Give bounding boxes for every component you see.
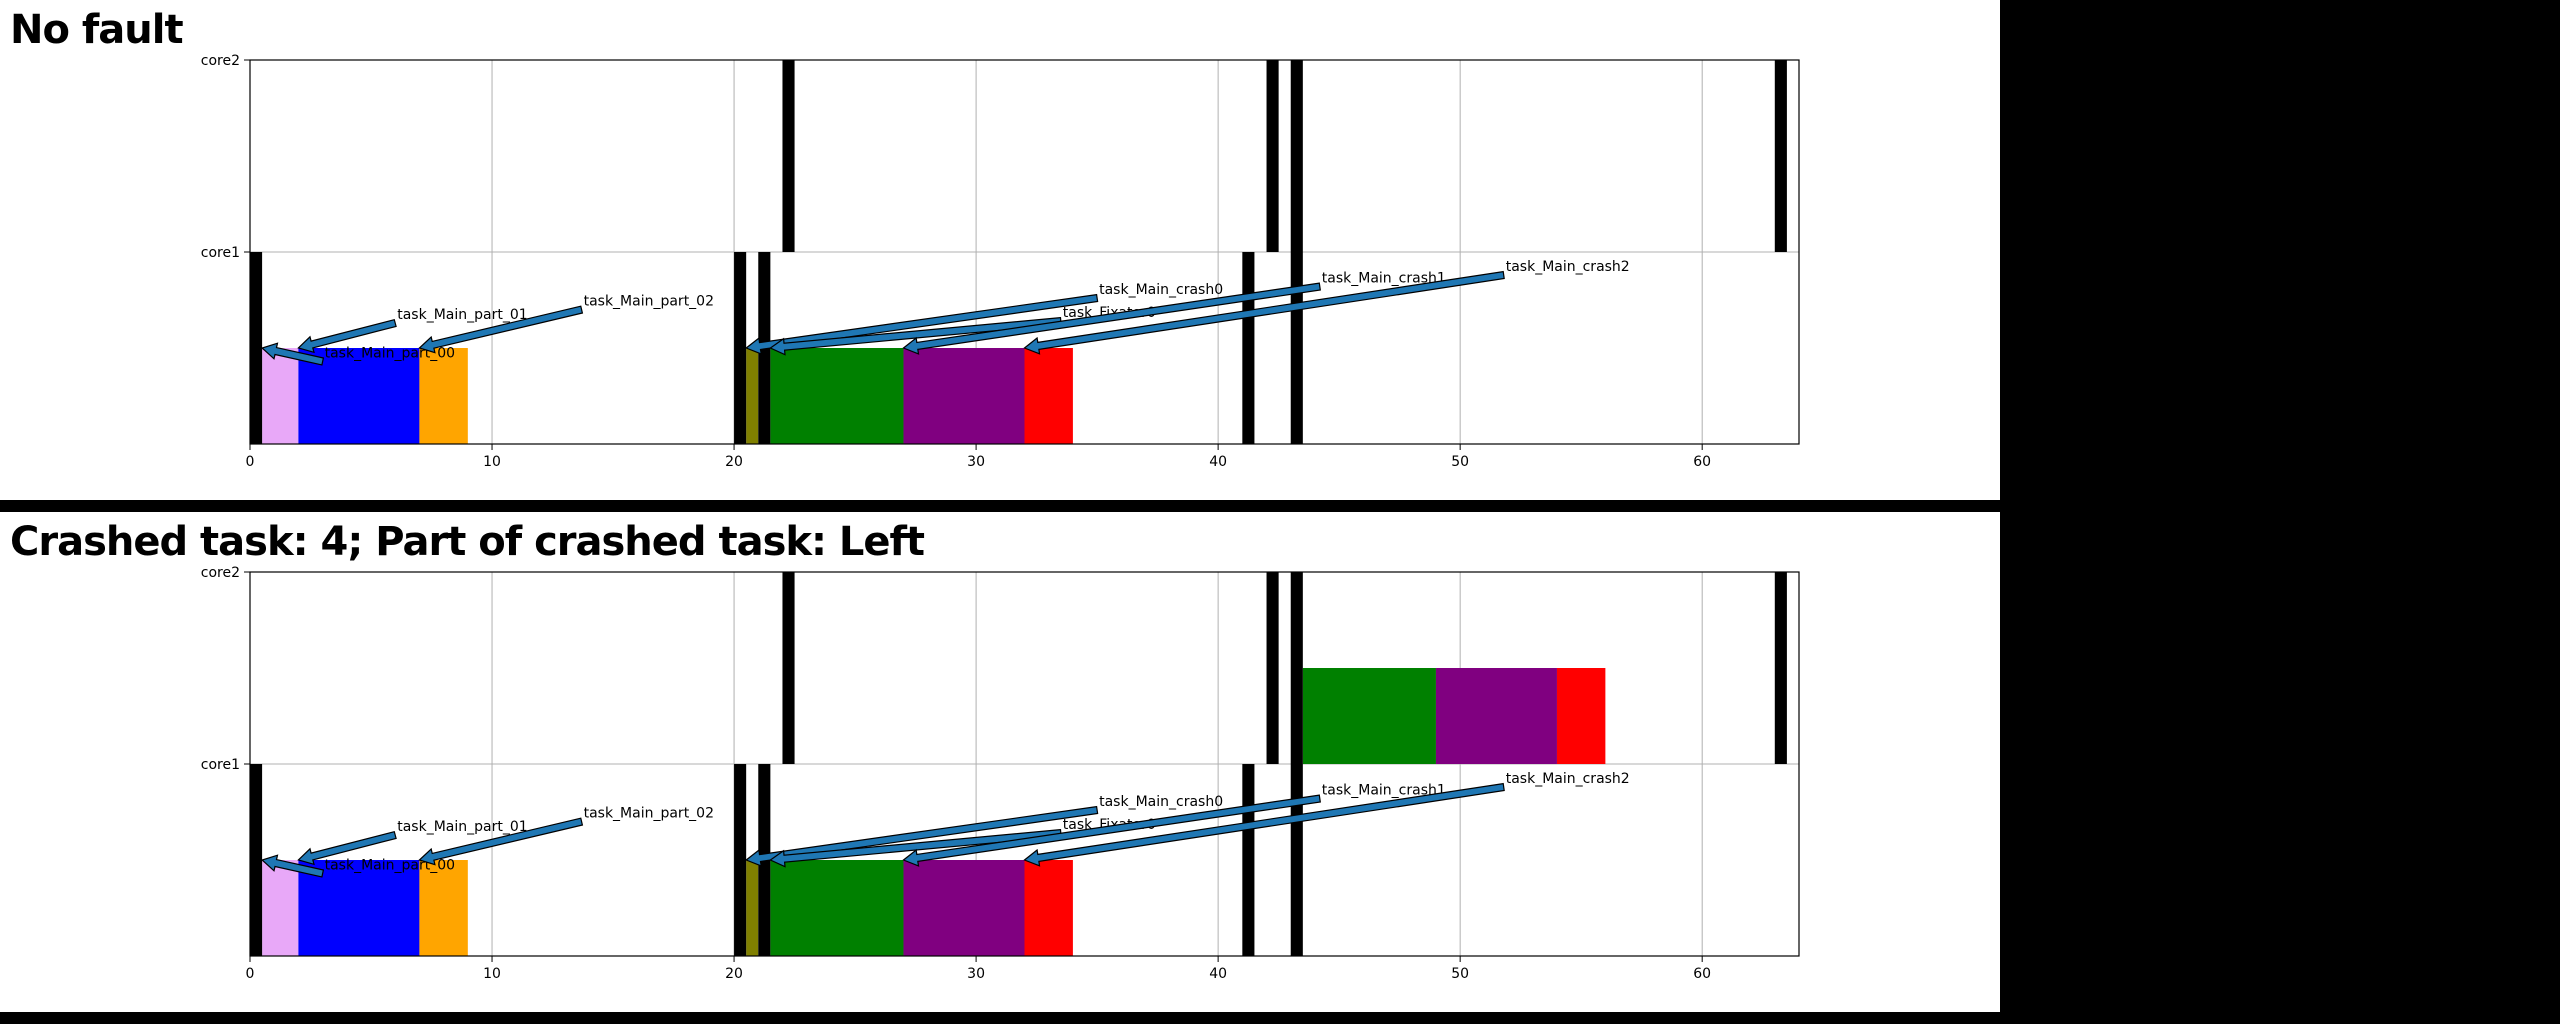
x-tick-label: 60 bbox=[1693, 966, 1711, 982]
task-bar bbox=[770, 348, 904, 444]
annotation-label: task_Main_crash0 bbox=[1099, 282, 1223, 298]
x-tick-label: 30 bbox=[967, 966, 985, 982]
annotation-arrow bbox=[260, 342, 325, 366]
annotation-arrow bbox=[297, 830, 397, 866]
task-bar bbox=[1024, 348, 1073, 444]
annotation-arrow bbox=[902, 282, 1321, 355]
marker-bar bbox=[1774, 60, 1787, 252]
gantt-chart-crashed-task: task_Main_part_00task_Main_part_01task_M… bbox=[201, 565, 1800, 982]
marker-bar bbox=[1290, 60, 1303, 252]
task-bar bbox=[746, 860, 759, 956]
annotation-label: task_Main_crash2 bbox=[1506, 771, 1630, 787]
task-bar bbox=[746, 348, 759, 444]
panel-title: Crashed task: 4; Part of crashed task: L… bbox=[10, 519, 925, 565]
x-tick-label: 20 bbox=[725, 966, 743, 982]
marker-bar bbox=[1290, 572, 1303, 764]
marker-bar bbox=[1242, 252, 1255, 444]
marker-bar bbox=[782, 60, 795, 252]
marker-bar bbox=[1290, 252, 1303, 444]
panel-title: No fault bbox=[10, 7, 184, 53]
task-bar bbox=[262, 348, 299, 444]
task-bar bbox=[1302, 668, 1436, 764]
annotation-arrow bbox=[1023, 270, 1505, 355]
marker-bar bbox=[782, 572, 795, 764]
no-fault-panel: No fault task_Main_part_00 task_Main_part… bbox=[0, 0, 2000, 500]
marker-bar bbox=[250, 252, 263, 444]
y-tick-label: core2 bbox=[201, 565, 240, 581]
annotation-arrow bbox=[297, 318, 397, 354]
marker-bar bbox=[1290, 764, 1303, 956]
task-bar bbox=[903, 860, 1025, 956]
annotation-label: task_Main_part_02 bbox=[584, 294, 714, 310]
annotation-label: task_Main_crash0 bbox=[1099, 794, 1223, 810]
task-bar bbox=[419, 860, 468, 956]
y-tick-label: core1 bbox=[201, 245, 240, 261]
annotation-label: task_Main_crash1 bbox=[1322, 783, 1446, 799]
task-bar bbox=[1435, 668, 1557, 764]
y-tick-label: core1 bbox=[201, 757, 240, 773]
annotation-arrow bbox=[745, 805, 1099, 867]
annotation-arrow bbox=[902, 794, 1321, 867]
annotation-label: task_Main_part_02 bbox=[584, 806, 714, 822]
annotation-arrow bbox=[418, 305, 584, 354]
annotation-arrow bbox=[260, 854, 325, 878]
x-tick-label: 20 bbox=[725, 454, 743, 470]
marker-bar bbox=[1266, 572, 1279, 764]
x-tick-label: 60 bbox=[1693, 454, 1711, 470]
x-tick-label: 40 bbox=[1209, 966, 1227, 982]
annotation-label: task_Main_part_01 bbox=[397, 819, 527, 835]
marker-bar bbox=[734, 764, 747, 956]
task-bar bbox=[419, 348, 468, 444]
annotation-arrow bbox=[418, 817, 584, 866]
gantt-chart-no-fault: task_Main_part_00task_Main_part_01task_M… bbox=[201, 53, 1800, 470]
marker-bar bbox=[1774, 572, 1787, 764]
marker-bar bbox=[1242, 764, 1255, 956]
x-tick-label: 50 bbox=[1451, 454, 1469, 470]
x-tick-label: 0 bbox=[246, 966, 255, 982]
annotation-label: task_Main_crash1 bbox=[1322, 271, 1446, 287]
annotation-label: task_Main_crash2 bbox=[1506, 259, 1630, 275]
task-bar bbox=[262, 860, 299, 956]
task-bar bbox=[770, 860, 904, 956]
x-tick-label: 40 bbox=[1209, 454, 1227, 470]
marker-bar bbox=[1266, 60, 1279, 252]
annotation-arrow bbox=[745, 293, 1099, 355]
marker-bar bbox=[250, 764, 263, 956]
crashed-task-panel: Crashed task: 4; Part of crashed task: L… bbox=[0, 512, 2000, 1012]
annotation-label: task_Main_part_01 bbox=[397, 307, 527, 323]
y-tick-label: core2 bbox=[201, 53, 240, 69]
marker-bar bbox=[734, 252, 747, 444]
annotation-arrow bbox=[1023, 782, 1505, 867]
x-tick-label: 0 bbox=[246, 454, 255, 470]
task-bar bbox=[903, 348, 1025, 444]
task-bar bbox=[1556, 668, 1606, 764]
x-tick-label: 10 bbox=[483, 454, 501, 470]
task-bar bbox=[1024, 860, 1073, 956]
x-tick-label: 30 bbox=[967, 454, 985, 470]
x-tick-label: 10 bbox=[483, 966, 501, 982]
x-tick-label: 50 bbox=[1451, 966, 1469, 982]
